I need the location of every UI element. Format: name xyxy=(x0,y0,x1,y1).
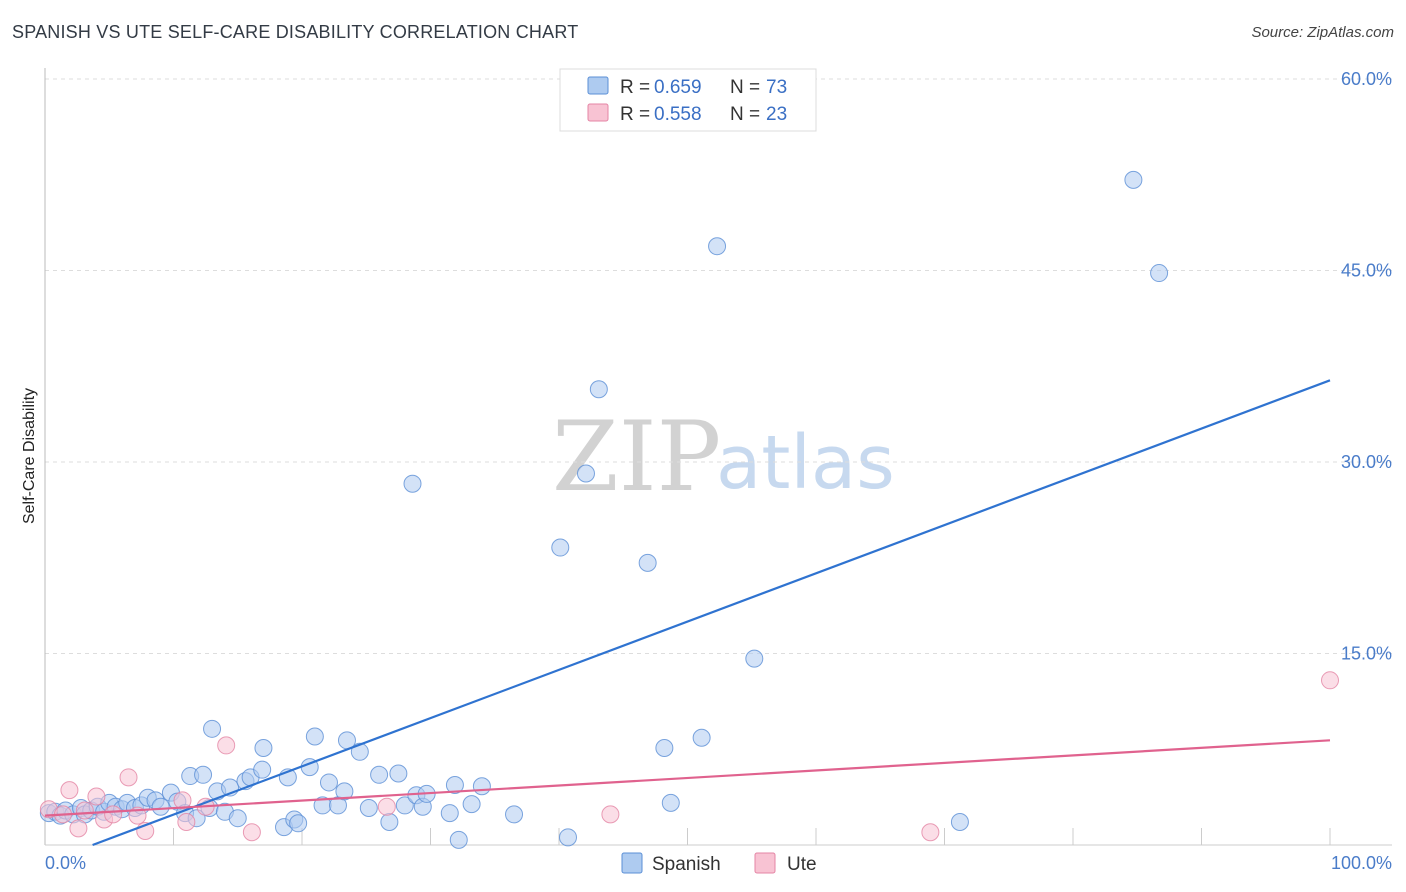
y-tick-label-2: 45.0% xyxy=(1341,261,1392,281)
chart-title: SPANISH VS UTE SELF-CARE DISABILITY CORR… xyxy=(12,22,579,42)
spanish-point-74 xyxy=(1150,264,1169,283)
spanish-point-51 xyxy=(395,796,414,815)
x-tick-label-max: 100.0% xyxy=(1331,853,1392,873)
legend-swatch-spanish xyxy=(587,76,609,95)
spanish-point-47 xyxy=(359,798,378,817)
spanish-point-62 xyxy=(551,538,570,557)
y-tick-label-3: 60.0% xyxy=(1341,69,1392,89)
spanish-point-58 xyxy=(449,830,468,849)
ute-point-14 xyxy=(217,736,236,755)
legend-label-spanish: Spanish xyxy=(652,854,721,875)
legend-n-label-ute: N = xyxy=(730,104,760,125)
ute-point-19 xyxy=(1321,671,1339,690)
spanish-point-59 xyxy=(462,795,481,814)
spanish-point-66 xyxy=(638,553,657,572)
y-tick-label-0: 15.0% xyxy=(1341,644,1392,664)
spanish-point-67 xyxy=(655,738,674,757)
ute-point-12 xyxy=(177,813,196,832)
spanish-point-52 xyxy=(403,474,422,493)
legend-r-label-ute: R = xyxy=(620,104,650,125)
correlation-legend: R = 0.659 N = 73 R = 0.558 N = 23 xyxy=(559,68,817,132)
spanish-point-63 xyxy=(558,828,577,847)
legend-r-label-spanish: R = xyxy=(620,77,650,98)
legend-r-value-spanish: 0.659 xyxy=(654,77,702,98)
spanish-point-26 xyxy=(203,719,222,738)
spanish-point-40 xyxy=(305,727,324,746)
ute-point-3 xyxy=(69,819,88,838)
ute-point-7 xyxy=(104,805,123,824)
ute-trend-line xyxy=(44,739,1331,817)
spanish-point-24 xyxy=(194,765,213,784)
spanish-point-70 xyxy=(708,237,727,256)
y-tick-label-1: 30.0% xyxy=(1341,452,1392,472)
spanish-point-73 xyxy=(1124,170,1143,189)
spanish-point-60 xyxy=(472,777,491,796)
spanish-point-34 xyxy=(254,738,273,757)
ute-point-15 xyxy=(242,823,261,842)
spanish-point-50 xyxy=(389,764,408,783)
ute-point-16 xyxy=(377,797,396,816)
spanish-point-38 xyxy=(289,814,308,833)
spanish-point-30 xyxy=(228,809,247,828)
spanish-point-64 xyxy=(576,464,595,483)
ute-point-18 xyxy=(921,823,940,842)
spanish-trend-line xyxy=(92,379,1331,847)
legend-n-label-spanish: N = xyxy=(730,77,760,98)
x-axis-ticks xyxy=(44,828,1331,845)
source-label: Source: ZipAtlas.com xyxy=(1251,24,1394,41)
spanish-point-71 xyxy=(745,649,764,668)
x-tick-label-min: 0.0% xyxy=(45,853,86,873)
legend-swatch-ute-bottom xyxy=(754,852,776,874)
spanish-point-42 xyxy=(319,773,338,792)
ute-points xyxy=(39,671,1339,842)
spanish-point-33 xyxy=(253,760,272,779)
spanish-point-61 xyxy=(505,805,524,824)
legend-label-ute: Ute xyxy=(787,854,817,875)
y-axis-title: Self-Care Disability xyxy=(21,388,38,524)
ute-point-5 xyxy=(87,787,106,806)
y-tick-labels: 15.0% 30.0% 45.0% 60.0% xyxy=(1341,69,1392,664)
spanish-point-68 xyxy=(661,793,680,812)
spanish-point-49 xyxy=(380,813,399,832)
legend-r-value-ute: 0.558 xyxy=(654,104,702,125)
watermark-atlas: atlas xyxy=(716,420,895,506)
watermark-zip: ZIP xyxy=(552,401,721,513)
spanish-point-18 xyxy=(151,797,170,816)
spanish-point-72 xyxy=(950,813,969,832)
legend-swatch-spanish-bottom xyxy=(621,852,643,874)
legend-n-value-spanish: 73 xyxy=(766,77,787,98)
spanish-point-65 xyxy=(589,380,608,399)
legend-swatch-ute xyxy=(587,103,609,122)
ute-point-17 xyxy=(601,805,620,824)
series-legend: Spanish Ute xyxy=(621,852,817,875)
spanish-point-44 xyxy=(335,782,354,801)
gridlines xyxy=(45,78,1392,654)
spanish-point-48 xyxy=(370,765,389,784)
ute-point-8 xyxy=(119,768,138,787)
spanish-point-56 xyxy=(440,804,459,823)
legend-n-value-ute: 23 xyxy=(766,104,787,125)
ute-point-11 xyxy=(173,791,192,810)
spanish-point-69 xyxy=(692,728,711,747)
ute-point-4 xyxy=(75,801,94,820)
spanish-point-57 xyxy=(445,775,464,794)
ute-point-2 xyxy=(60,781,79,800)
spanish-point-46 xyxy=(350,742,369,761)
